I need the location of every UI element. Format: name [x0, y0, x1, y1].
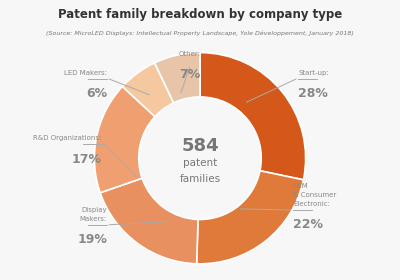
Text: 22%: 22%	[293, 218, 323, 231]
Text: patent: patent	[183, 158, 217, 169]
Wedge shape	[100, 178, 198, 264]
Text: Other:: Other:	[178, 51, 200, 57]
Text: OEM: OEM	[293, 183, 309, 189]
Text: LED Makers:: LED Makers:	[64, 70, 107, 76]
Text: Electronic:: Electronic:	[293, 201, 330, 207]
Text: R&D Organizations:: R&D Organizations:	[33, 135, 102, 141]
Text: 584: 584	[181, 137, 219, 155]
Text: Makers:: Makers:	[80, 216, 107, 221]
Text: Start-up:: Start-up:	[298, 70, 329, 76]
Wedge shape	[197, 171, 303, 264]
Wedge shape	[154, 53, 200, 103]
Text: 6%: 6%	[86, 87, 107, 101]
Text: Display: Display	[82, 207, 107, 213]
Text: Patent family breakdown by company type: Patent family breakdown by company type	[58, 8, 342, 21]
Wedge shape	[94, 87, 155, 193]
Text: 7%: 7%	[179, 68, 200, 81]
Text: 17%: 17%	[72, 153, 102, 166]
Wedge shape	[122, 63, 174, 117]
Text: families: families	[180, 174, 220, 184]
Text: (Source: MicroLED Displays: Intellectual Property Landscape, Yole Développement,: (Source: MicroLED Displays: Intellectual…	[46, 31, 354, 36]
Text: 19%: 19%	[77, 233, 107, 246]
Text: & Consumer: & Consumer	[293, 192, 336, 198]
Text: 28%: 28%	[298, 87, 328, 101]
Wedge shape	[200, 53, 306, 180]
